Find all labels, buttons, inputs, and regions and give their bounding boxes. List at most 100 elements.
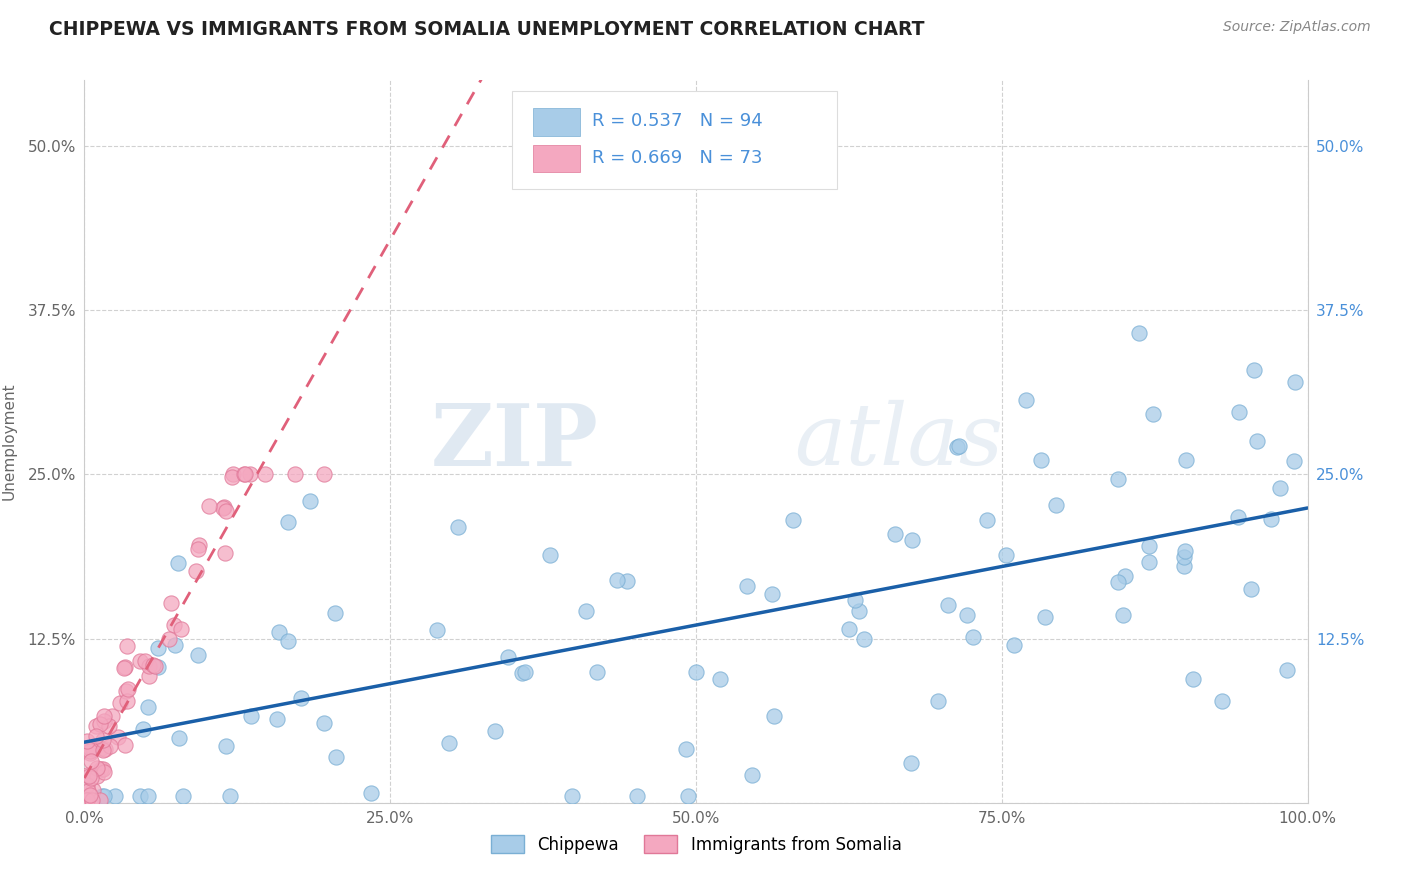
Point (1174, 544, 1197, 558)
Point (1045, 498, 1067, 512)
Point (512, 665, 534, 680)
Legend: Chippewa, Immigrants from Somalia: Chippewa, Immigrants from Somalia (484, 829, 908, 861)
Point (79, 788, 101, 802)
Point (1211, 694, 1233, 708)
Point (586, 665, 609, 680)
Point (215, 739, 238, 753)
Point (900, 756, 922, 771)
Point (762, 709, 785, 723)
Point (1107, 472, 1129, 486)
Point (1112, 607, 1135, 622)
Point (159, 596, 181, 610)
Point (844, 592, 866, 607)
Point (1114, 569, 1136, 583)
Point (76, 793, 98, 807)
Point (76, 793, 98, 807)
Point (77, 784, 100, 798)
Point (136, 700, 159, 714)
Text: Source: ZipAtlas.com: Source: ZipAtlas.com (1223, 20, 1371, 34)
Point (1246, 434, 1268, 448)
Point (290, 691, 312, 706)
Text: CHIPPEWA VS IMMIGRANTS FROM SOMALIA UNEMPLOYMENT CORRELATION CHART: CHIPPEWA VS IMMIGRANTS FROM SOMALIA UNEM… (49, 20, 925, 38)
Point (89, 717, 111, 731)
Point (675, 742, 697, 756)
Point (1260, 512, 1282, 526)
Point (927, 693, 949, 707)
Point (277, 515, 299, 529)
Point (936, 598, 959, 612)
Point (1142, 407, 1164, 421)
Point (884, 527, 907, 541)
Point (513, 665, 536, 680)
Point (76, 792, 98, 806)
Point (1240, 582, 1263, 597)
Point (93, 714, 115, 728)
Point (439, 736, 461, 750)
Point (76, 734, 98, 748)
Point (253, 467, 276, 482)
Point (129, 654, 152, 668)
Point (129, 789, 152, 804)
Point (685, 665, 707, 679)
Point (1282, 454, 1305, 468)
Point (93, 743, 115, 757)
Point (901, 533, 924, 548)
Point (277, 634, 299, 648)
Point (561, 789, 583, 804)
Point (114, 738, 136, 752)
Text: atlas: atlas (794, 401, 1002, 483)
Point (76, 793, 98, 807)
Point (98, 719, 121, 733)
Point (1182, 672, 1205, 686)
Point (76, 793, 98, 807)
Point (484, 723, 506, 738)
Point (214, 546, 236, 560)
Point (93, 789, 115, 804)
Point (1002, 638, 1025, 652)
Point (1173, 558, 1195, 573)
Point (157, 632, 180, 647)
Y-axis label: Unemployment: Unemployment (1, 383, 17, 500)
Point (1243, 363, 1265, 377)
Point (91, 762, 114, 776)
Point (1275, 664, 1298, 678)
Point (1035, 609, 1057, 624)
Point (82, 783, 104, 797)
Point (142, 658, 165, 673)
Point (110, 696, 132, 710)
Point (212, 500, 235, 515)
Point (1173, 550, 1195, 565)
Point (187, 538, 209, 552)
Point (266, 712, 288, 726)
Point (79, 741, 101, 756)
Point (425, 623, 447, 637)
Point (93, 709, 115, 723)
Point (323, 606, 346, 620)
Bar (533, 109, 579, 136)
Point (1175, 452, 1198, 467)
Point (538, 549, 561, 563)
Point (1227, 405, 1250, 419)
Point (1031, 453, 1053, 467)
Point (80, 793, 103, 807)
Point (184, 564, 207, 578)
Point (104, 789, 127, 804)
Point (86, 761, 108, 775)
Point (100, 709, 122, 723)
Point (948, 438, 970, 452)
Point (146, 641, 169, 656)
Point (112, 661, 135, 675)
Point (117, 681, 139, 696)
Point (162, 617, 184, 632)
Bar (533, 145, 579, 172)
Point (134, 654, 156, 668)
Point (956, 607, 979, 622)
Point (84, 719, 107, 733)
Point (143, 659, 166, 673)
Point (80, 754, 103, 768)
Point (1137, 555, 1160, 569)
Point (676, 789, 699, 804)
Point (222, 467, 245, 482)
Point (114, 684, 136, 698)
Point (80, 771, 103, 785)
